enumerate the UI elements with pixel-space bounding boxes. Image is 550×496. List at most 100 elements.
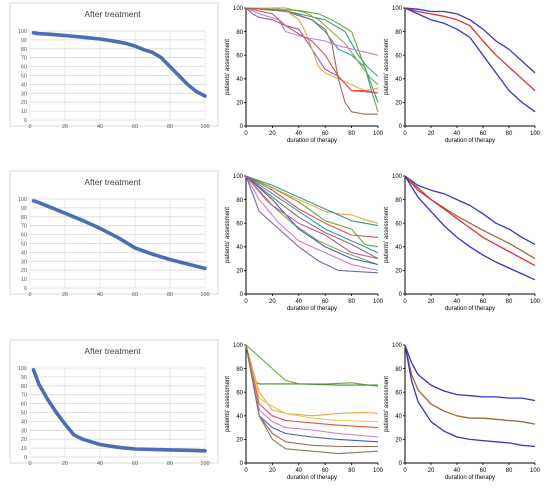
y-tick-label: 0 [240, 461, 244, 467]
series-line [245, 344, 379, 455]
y-tick-label: 80 [21, 384, 27, 390]
y-tick-label: 60 [21, 233, 27, 239]
y-tick-label: 20 [21, 268, 27, 274]
series-line [404, 7, 536, 74]
x-tick-label: 80 [506, 131, 513, 137]
series-line [245, 175, 379, 266]
x-tick-label: 20 [428, 468, 435, 474]
y-tick-label: 100 [392, 174, 403, 180]
x-axis-label: duration of therapy [287, 475, 337, 481]
y-tick-label: 60 [395, 390, 402, 396]
series-line [245, 175, 379, 254]
x-tick-label: 0 [244, 468, 248, 474]
x-tick-label: 100 [373, 299, 384, 305]
y-tick-label: 0 [24, 455, 27, 461]
y-tick-label: 40 [236, 245, 243, 251]
series-line [245, 344, 379, 423]
x-axis-label: duration of therapy [287, 138, 337, 144]
x-tick-label: 20 [269, 131, 276, 137]
y-tick-label: 40 [236, 414, 243, 420]
y-tick-label: 0 [24, 118, 27, 124]
y-tick-label: 80 [236, 30, 243, 36]
x-tick-label: 80 [506, 468, 513, 474]
y-tick-label: 60 [236, 390, 243, 396]
y-tick-label: 100 [233, 6, 244, 12]
y-tick-label: 40 [21, 419, 27, 425]
x-tick-label: 0 [403, 468, 407, 474]
x-tick-label: 100 [200, 461, 209, 467]
series-line [245, 344, 379, 387]
y-tick-label: 70 [21, 56, 27, 62]
y-tick-label: 40 [21, 82, 27, 88]
series-line [31, 199, 207, 271]
x-tick-label: 80 [167, 461, 173, 467]
x-tick-label: 60 [480, 299, 487, 305]
y-axis-label: patients' assessment [225, 39, 231, 95]
x-tick-label: 20 [428, 299, 435, 305]
y-tick-label: 20 [236, 438, 243, 444]
series-line [245, 175, 379, 248]
x-tick-label: 60 [480, 131, 487, 137]
x-tick-label: 100 [373, 131, 384, 137]
x-tick-label: 0 [403, 299, 407, 305]
y-tick-label: 100 [18, 29, 27, 35]
x-axis-label: duration of therapy [445, 475, 495, 481]
chart-r3-cluster: 0 20 40 60 80 100 0 20 40 60 80 100 duration of ther… [384, 343, 541, 481]
y-tick-label: 0 [240, 124, 244, 130]
x-tick-label: 100 [530, 131, 541, 137]
y-tick-label: 40 [395, 77, 402, 83]
chart-r2-cluster: 0 20 40 60 80 100 0 20 40 60 80 100 duration of ther… [384, 174, 541, 312]
x-axis-label: duration of therapy [445, 306, 495, 312]
x-tick-label: 100 [530, 299, 541, 305]
y-tick-label: 90 [21, 206, 27, 212]
y-tick-label: 80 [395, 367, 402, 373]
y-tick-label: 40 [21, 250, 27, 256]
y-tick-label: 60 [395, 53, 402, 59]
y-tick-label: 80 [21, 215, 27, 221]
x-tick-label: 80 [348, 468, 355, 474]
y-tick-label: 20 [395, 269, 402, 275]
y-tick-label: 60 [236, 53, 243, 59]
series-line [404, 344, 536, 402]
series-line [31, 368, 207, 453]
series-line [404, 7, 536, 113]
x-tick-label: 60 [480, 468, 487, 474]
series-line [245, 344, 378, 386]
y-tick-label: 20 [236, 101, 243, 107]
series-line [404, 344, 536, 425]
y-tick-label: 80 [395, 30, 402, 36]
y-axis-label: patients' assessment [225, 376, 231, 432]
y-tick-label: 70 [21, 224, 27, 230]
x-tick-label: 40 [454, 131, 461, 137]
y-tick-label: 60 [236, 221, 243, 227]
series-line [245, 175, 379, 260]
x-tick-label: 40 [97, 124, 103, 130]
x-tick-label: 60 [322, 299, 329, 305]
y-tick-label: 60 [395, 221, 402, 227]
x-tick-label: 0 [28, 461, 31, 467]
x-tick-label: 60 [322, 131, 329, 137]
x-tick-label: 100 [530, 468, 541, 474]
y-tick-label: 20 [21, 437, 27, 443]
chart-frame [9, 339, 219, 464]
chart-title: After treatment [84, 177, 141, 187]
y-tick-label: 100 [392, 6, 403, 12]
x-tick-label: 60 [132, 292, 138, 298]
series-line [404, 175, 536, 267]
y-tick-label: 10 [21, 446, 27, 452]
series-line [245, 175, 379, 274]
series-line [245, 7, 378, 115]
series-line [404, 175, 536, 281]
x-tick-label: 40 [97, 461, 103, 467]
y-tick-label: 20 [395, 101, 402, 107]
y-tick-label: 0 [399, 461, 403, 467]
y-tick-label: 100 [233, 174, 244, 180]
x-tick-label: 40 [97, 292, 103, 298]
series-line [245, 7, 379, 112]
chart-frame [9, 170, 219, 295]
chart-r1-excel: After treatment 0 10 20 30 40 50 60 70 80 90 100 0 20… [9, 2, 219, 130]
y-tick-label: 0 [399, 124, 403, 130]
x-tick-label: 0 [28, 124, 31, 130]
y-axis-label: patients' assessment [384, 39, 390, 95]
